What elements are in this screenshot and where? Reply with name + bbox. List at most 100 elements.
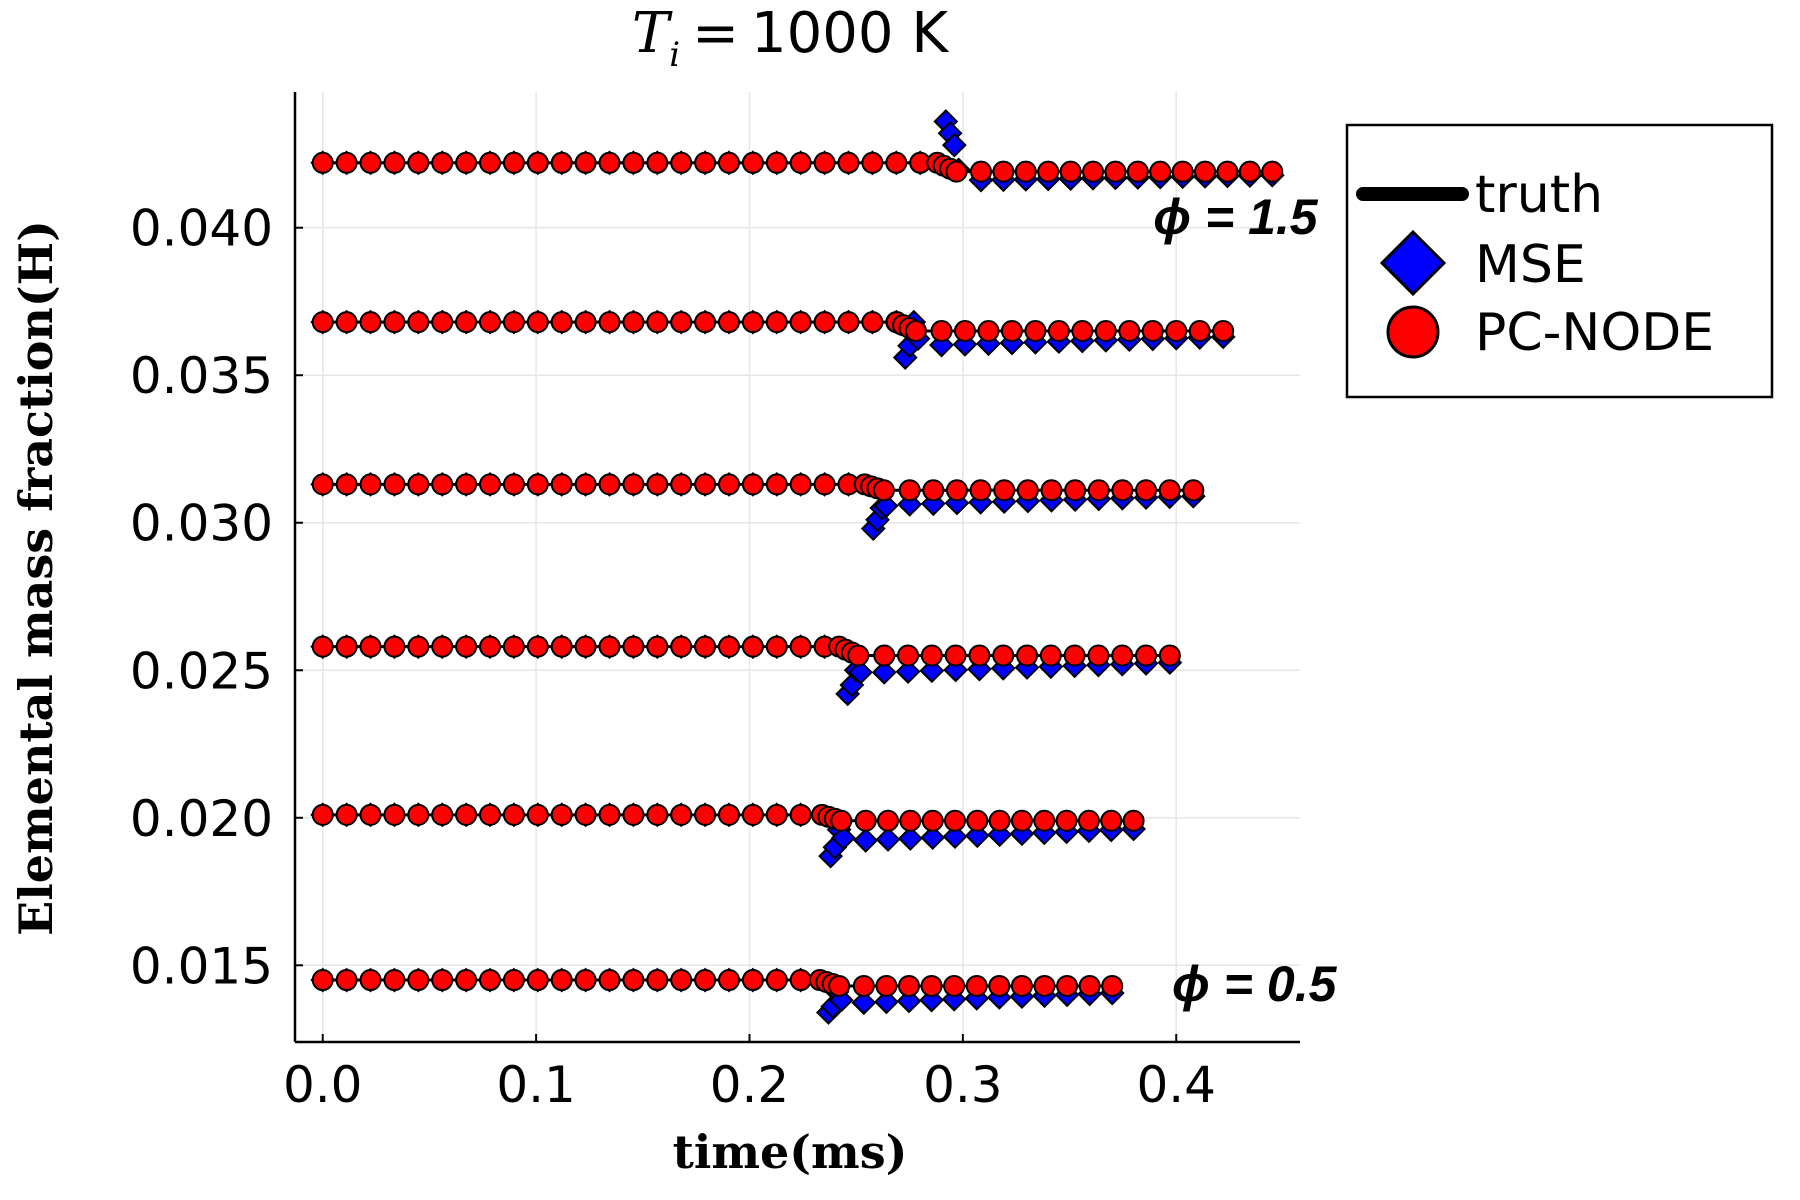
pc-node-marker xyxy=(1135,644,1158,667)
pc-node-marker xyxy=(502,803,525,826)
mse-marker xyxy=(895,659,921,684)
pc-node-marker xyxy=(872,479,895,502)
mse-marker xyxy=(920,825,946,850)
pc-node-marker xyxy=(1024,319,1047,342)
pc-node-marker xyxy=(1100,809,1123,832)
pc-node-marker xyxy=(789,969,812,992)
pc-node-marker xyxy=(502,969,525,992)
pc-node-marker xyxy=(311,151,334,174)
legend: truth MSE PC-NODE xyxy=(1345,123,1774,399)
y-tick-label: 0.030 xyxy=(130,495,273,553)
pc-node-marker xyxy=(455,311,478,334)
annotation-phi-low: ϕ = 0.5 xyxy=(1172,956,1338,1012)
pc-node-marker xyxy=(1014,160,1037,183)
pc-node-marker xyxy=(622,311,645,334)
pc-node-marker xyxy=(526,969,549,992)
truth-series xyxy=(322,161,1273,988)
pc-node-marker xyxy=(718,969,741,992)
pc-node-marker xyxy=(741,969,764,992)
pc-node-marker xyxy=(1010,809,1033,832)
pc-node-marker xyxy=(1149,160,1172,183)
pc-node-marker xyxy=(828,974,851,997)
pc-node-marker xyxy=(1158,644,1181,667)
pc-node-marker xyxy=(1078,974,1101,997)
pc-node-marker xyxy=(383,473,406,496)
mse-marker xyxy=(851,990,877,1016)
y-axis-label: Elemental mass fraction(H) xyxy=(9,220,63,936)
pc-node-marker xyxy=(1063,644,1086,667)
pc-node-marker xyxy=(526,311,549,334)
pc-node-marker xyxy=(943,809,966,832)
pc-node-marker xyxy=(1101,974,1124,997)
pc-node-marker xyxy=(885,151,908,174)
pc-node-marker xyxy=(526,473,549,496)
pc-node-marker xyxy=(741,311,764,334)
pc-node-marker xyxy=(1158,479,1181,502)
pc-node-marker xyxy=(455,473,478,496)
pc-node-marker xyxy=(718,635,741,658)
pc-node-marker xyxy=(502,635,525,658)
pc-node-marker xyxy=(431,473,454,496)
pc-node-marker xyxy=(1055,809,1078,832)
pc-node-marker xyxy=(1047,319,1070,342)
pc-node-marker xyxy=(431,969,454,992)
pc-node-marker xyxy=(1056,974,1079,997)
pc-node-marker xyxy=(646,803,669,826)
pc-node-marker xyxy=(861,151,884,174)
pc-node-marker xyxy=(598,473,621,496)
pc-node-marker xyxy=(550,803,573,826)
pc-node-marker xyxy=(431,635,454,658)
pc-node-marker xyxy=(968,644,991,667)
pc-node-marker xyxy=(920,644,943,667)
mse-marker xyxy=(897,826,923,851)
pc-node-marker xyxy=(335,311,358,334)
pc-node-marker xyxy=(670,803,693,826)
pc-node-marker xyxy=(694,969,717,992)
pc-node-marker xyxy=(741,803,764,826)
pc-node-marker xyxy=(550,311,573,334)
pc-node-marker xyxy=(1016,644,1039,667)
pc-node-marker xyxy=(431,311,454,334)
pc-node-marker xyxy=(359,803,382,826)
pc-node-marker xyxy=(335,635,358,658)
pc-node-marker xyxy=(1016,479,1039,502)
pc-node-marker xyxy=(1059,160,1082,183)
pc-node-marker xyxy=(311,803,334,826)
pc-node-marker xyxy=(718,151,741,174)
pc-node-marker xyxy=(847,644,870,667)
pc-node-marker xyxy=(1122,809,1145,832)
pc-node-marker xyxy=(1040,479,1063,502)
pc-node-marker xyxy=(813,151,836,174)
pc-node-marker xyxy=(897,644,920,667)
pc-node-marker xyxy=(455,803,478,826)
pc-node-marker xyxy=(311,311,334,334)
pc-node-marker xyxy=(1118,319,1141,342)
pc-node-marker xyxy=(359,151,382,174)
x-tick-label: 0.0 xyxy=(283,1056,363,1114)
pc-node-marker xyxy=(1182,479,1205,502)
pc-node-marker xyxy=(765,969,788,992)
pc-node-marker xyxy=(765,635,788,658)
pc-node-marker xyxy=(311,473,334,496)
pc-node-marker xyxy=(574,803,597,826)
pc-node-marker xyxy=(646,311,669,334)
pc-node-marker xyxy=(765,803,788,826)
pc-node-marker xyxy=(359,635,382,658)
pc-node-marker xyxy=(550,151,573,174)
title-variable: T xyxy=(632,1,673,66)
axes xyxy=(293,92,1300,1044)
pc-node-marker xyxy=(502,311,525,334)
y-tick-label: 0.040 xyxy=(130,200,273,258)
pc-node-marker xyxy=(1104,160,1127,183)
pc-node-marker xyxy=(852,974,875,997)
legend-truth-label: truth xyxy=(1475,165,1603,225)
pc-node-marker xyxy=(922,479,945,502)
mse-marker xyxy=(871,659,897,685)
pc-node-marker xyxy=(694,473,717,496)
pc-node-marker xyxy=(407,635,430,658)
pc-node-marker xyxy=(335,151,358,174)
pc-node-marker xyxy=(741,635,764,658)
pc-node-marker xyxy=(479,473,502,496)
pc-node-marker xyxy=(598,311,621,334)
